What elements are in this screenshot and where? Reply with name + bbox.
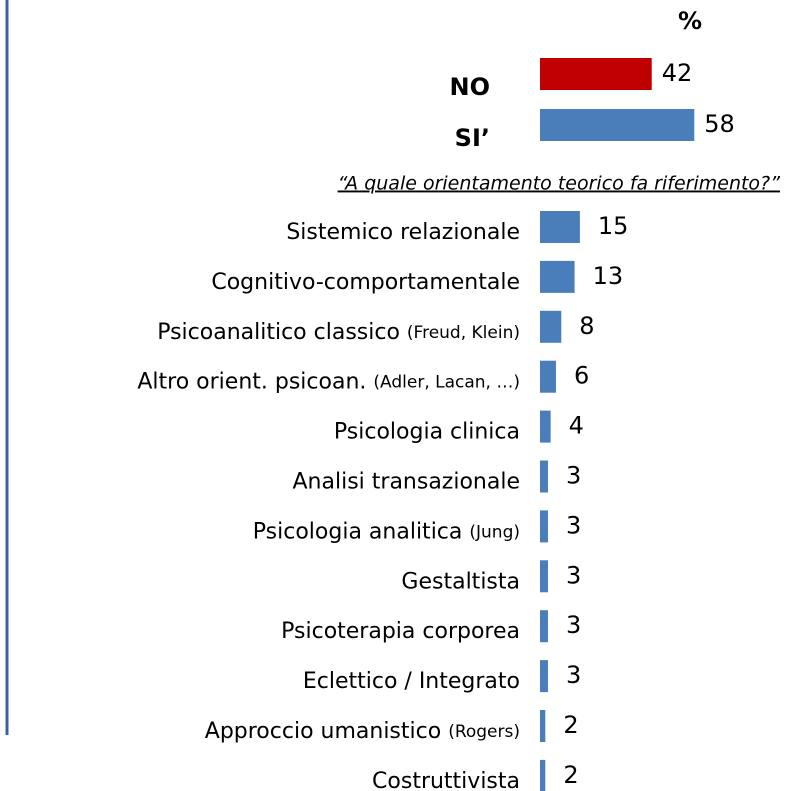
value-label: 3 (566, 561, 581, 589)
value-label: 15 (598, 212, 629, 240)
bar (540, 660, 548, 693)
bar (540, 460, 548, 493)
bar (540, 310, 562, 343)
bar (540, 560, 548, 593)
category-label: Eclettico / Integrato (303, 669, 520, 694)
bar (540, 109, 695, 141)
category-label: Psicoterapia corporea (281, 619, 520, 644)
bar (540, 759, 546, 791)
value-label: 3 (566, 661, 581, 689)
value-label: 42 (662, 59, 693, 87)
bar (540, 510, 548, 543)
bar (540, 211, 580, 243)
chart-title: % (678, 7, 702, 35)
value-label: 58 (704, 110, 735, 138)
value-label: 2 (563, 711, 578, 739)
category-label: Gestaltista (401, 569, 520, 594)
bar (540, 360, 556, 393)
bar (540, 610, 548, 643)
category-label: Psicologia analitica (Jung) (253, 519, 520, 544)
value-label: 3 (566, 462, 581, 490)
category-label: Approccio umanistico (Rogers) (205, 719, 520, 744)
category-label: Cognitivo-comportamentale (211, 270, 520, 295)
category-label: Altro orient. psicoan. (Adler, Lacan, …) (137, 370, 520, 395)
value-label: 3 (566, 611, 581, 639)
value-label: 3 (566, 511, 581, 539)
value-label: 8 (579, 312, 594, 340)
category-label: Sistemico relazionale (286, 220, 520, 245)
value-label: 4 (569, 412, 584, 440)
category-label: Psicologia clinica (334, 420, 520, 445)
subtitle: “A quale orientamento teorico fa riferim… (338, 173, 781, 195)
category-label: SI’ (455, 124, 490, 152)
bar (540, 410, 551, 443)
category-label: Psicoanalitico classico (Freud, Klein) (157, 320, 520, 345)
category-label: NO (450, 73, 491, 101)
category-label: Analisi transazionale (293, 470, 521, 495)
value-label: 6 (574, 362, 589, 390)
category-label: Costruttivista (372, 769, 520, 791)
bar (540, 58, 652, 90)
value-label: 2 (563, 761, 578, 789)
bar (540, 260, 575, 293)
bar (540, 710, 546, 742)
value-label: 13 (593, 262, 624, 290)
